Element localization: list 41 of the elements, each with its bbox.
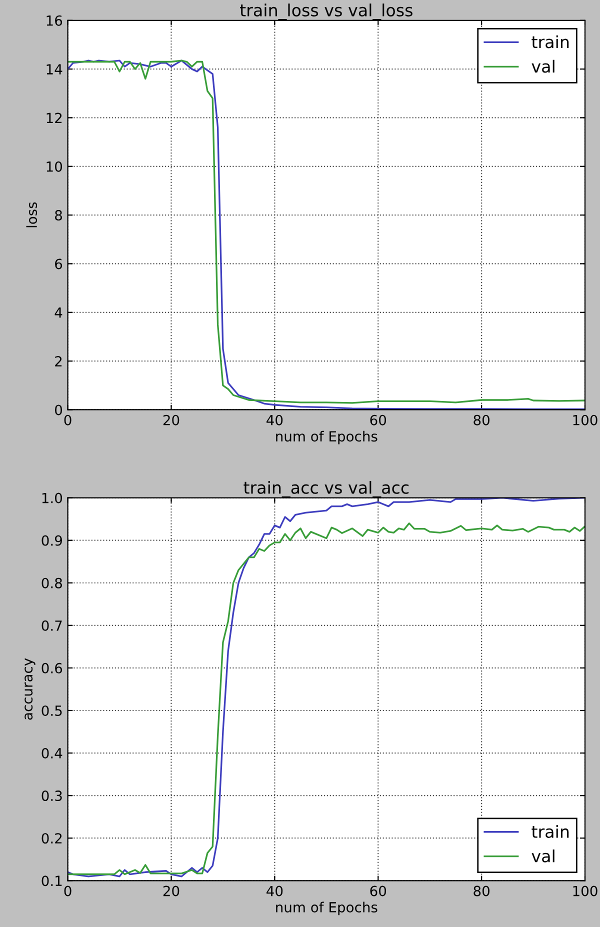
y-tick-label: 0.4 — [42, 748, 62, 759]
legend-label: val — [532, 850, 554, 862]
y-tick-label: 0.1 — [42, 876, 62, 886]
x-tick-label: 100 — [573, 886, 598, 896]
legend-label: train — [532, 825, 569, 838]
y-tick-label: 0.3 — [42, 790, 62, 802]
x-tick-label: 60 — [370, 886, 386, 896]
y-tick-label: 0.5 — [42, 705, 62, 716]
chart-title: train_acc vs val_acc — [244, 480, 409, 498]
x-tick-label: 40 — [266, 886, 283, 896]
x-tick-label: 0 — [64, 414, 72, 426]
y-tick-label: 0.2 — [42, 833, 62, 844]
y-tick-label: 0.9 — [42, 535, 62, 546]
y-tick-label: 8 — [55, 210, 62, 221]
legend-label: train — [532, 35, 569, 48]
y-axis-title: loss — [26, 202, 38, 228]
x-tick-label: 40 — [266, 414, 283, 426]
y-tick-label: 14 — [46, 64, 62, 74]
y-tick-label: 10 — [46, 161, 62, 172]
y-tick-label: 4 — [54, 308, 62, 318]
y-tick-label: 12 — [46, 112, 62, 124]
y-tick-label: 1.0 — [42, 492, 62, 504]
x-tick-label: 20 — [163, 414, 180, 426]
y-tick-label: 6 — [55, 258, 62, 270]
x-axis-title: num of Epochs — [276, 430, 378, 444]
y-tick-label: 0.6 — [42, 662, 62, 674]
x-tick-label: 60 — [370, 414, 386, 426]
y-tick-label: 0.7 — [42, 620, 62, 631]
y-tick-label: 16 — [46, 15, 62, 26]
x-tick-label: 80 — [474, 414, 490, 426]
x-tick-label: 100 — [573, 414, 598, 426]
y-tick-label: 0 — [55, 404, 62, 416]
chart-title: train_loss vs val_loss — [240, 4, 412, 20]
x-axis-title: num of Epochs — [276, 902, 378, 916]
y-axis-title: accuracy — [24, 658, 36, 720]
legend-label: val — [532, 60, 554, 73]
x-tick-label: 20 — [163, 886, 180, 896]
y-tick-label: 0.8 — [42, 578, 62, 588]
x-tick-label: 80 — [474, 886, 490, 896]
y-tick-label: 2 — [55, 356, 62, 366]
x-tick-label: 0 — [64, 886, 72, 896]
